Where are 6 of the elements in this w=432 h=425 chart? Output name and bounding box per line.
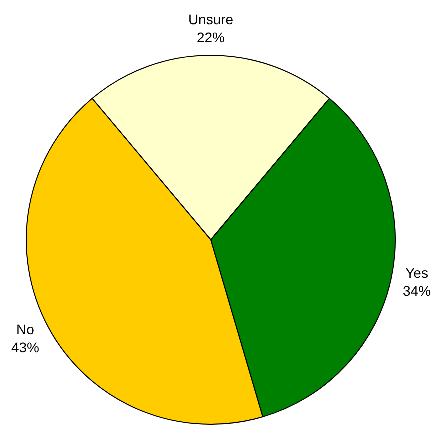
data-label: 22% bbox=[196, 29, 226, 46]
slice-label: Unsure bbox=[188, 11, 234, 28]
data-label: 43% bbox=[11, 339, 40, 356]
data-label: 34% bbox=[403, 282, 432, 299]
slice-label: Yes bbox=[406, 264, 428, 281]
slice-label: No bbox=[16, 321, 35, 338]
